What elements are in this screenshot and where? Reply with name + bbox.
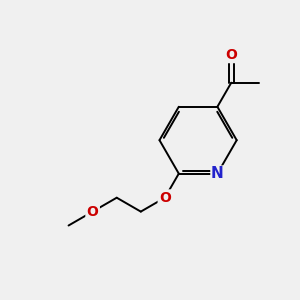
Text: N: N	[211, 166, 224, 181]
Text: O: O	[159, 191, 171, 205]
Text: O: O	[225, 48, 237, 62]
Text: O: O	[87, 205, 99, 219]
